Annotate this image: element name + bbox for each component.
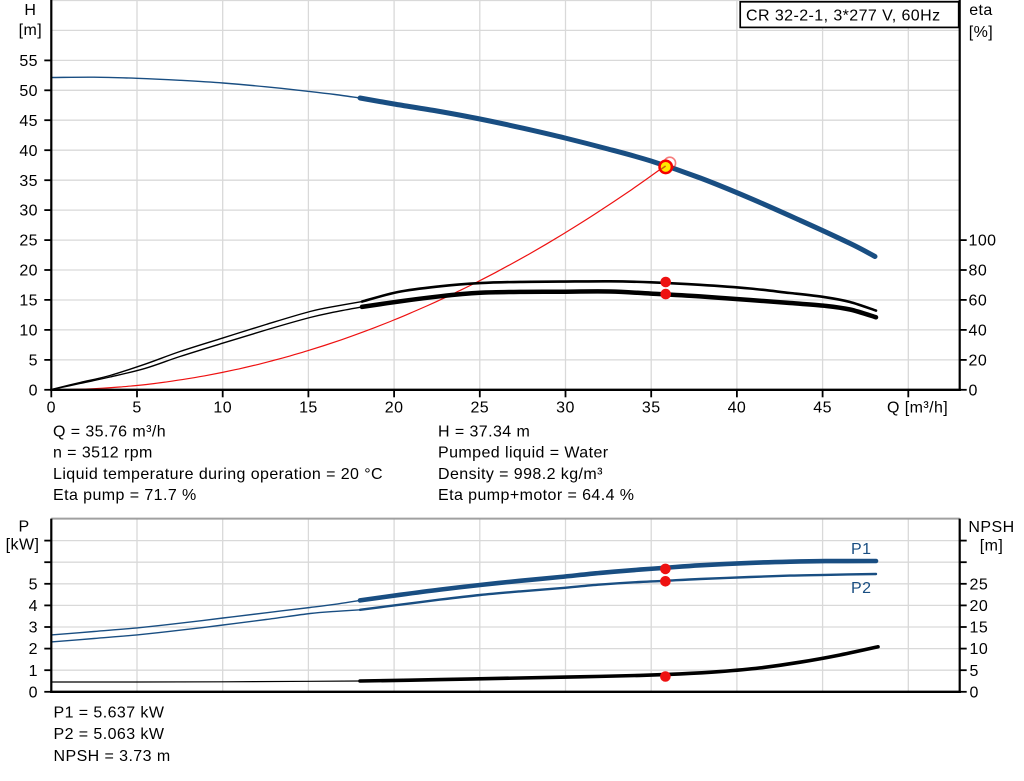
svg-text:10: 10	[19, 323, 38, 340]
svg-text:100: 100	[969, 233, 997, 250]
svg-text:5: 5	[29, 352, 38, 369]
svg-text:P2 = 5.063 kW: P2 = 5.063 kW	[54, 726, 165, 743]
svg-text:55: 55	[19, 53, 38, 70]
svg-text:Liquid temperature during oper: Liquid temperature during operation = 20…	[53, 466, 383, 483]
svg-text:20: 20	[385, 400, 404, 417]
svg-text:CR 32-2-1, 3*277 V, 60Hz: CR 32-2-1, 3*277 V, 60Hz	[746, 7, 941, 24]
svg-text:15: 15	[299, 400, 318, 417]
svg-text:40: 40	[19, 143, 38, 160]
svg-text:0: 0	[47, 400, 56, 417]
svg-text:20: 20	[970, 598, 989, 615]
svg-text:[m]: [m]	[19, 22, 42, 39]
svg-text:NPSH: NPSH	[968, 519, 1014, 536]
svg-text:30: 30	[19, 203, 38, 220]
svg-text:[m]: [m]	[980, 537, 1003, 554]
svg-text:P: P	[18, 519, 29, 536]
svg-text:20: 20	[969, 352, 988, 369]
svg-text:0: 0	[29, 684, 38, 701]
svg-text:25: 25	[970, 576, 989, 593]
svg-text:35: 35	[642, 400, 661, 417]
svg-text:80: 80	[969, 263, 988, 280]
svg-text:40: 40	[728, 400, 747, 417]
svg-text:25: 25	[19, 233, 38, 250]
svg-text:Q = 35.76 m³/h: Q = 35.76 m³/h	[53, 424, 166, 441]
svg-text:H = 37.34 m: H = 37.34 m	[438, 424, 530, 441]
svg-text:15: 15	[970, 620, 989, 637]
svg-text:NPSH = 3.73 m: NPSH = 3.73 m	[54, 748, 171, 765]
svg-text:1: 1	[29, 663, 38, 680]
svg-text:2: 2	[29, 641, 38, 658]
svg-text:3: 3	[29, 620, 38, 637]
svg-text:10: 10	[970, 641, 989, 658]
svg-text:0: 0	[970, 684, 979, 701]
svg-text:0: 0	[29, 382, 38, 399]
svg-text:H: H	[24, 2, 36, 19]
svg-text:0: 0	[969, 382, 978, 399]
svg-text:10: 10	[213, 400, 232, 417]
svg-text:20: 20	[19, 263, 38, 280]
svg-text:40: 40	[969, 323, 988, 340]
svg-text:P2: P2	[851, 580, 871, 597]
svg-text:P1: P1	[851, 541, 871, 558]
svg-text:5: 5	[132, 400, 141, 417]
svg-text:Pumped liquid = Water: Pumped liquid = Water	[438, 445, 609, 462]
svg-text:Eta pump = 71.7 %: Eta pump = 71.7 %	[53, 487, 197, 504]
svg-text:5: 5	[970, 663, 979, 680]
svg-text:60: 60	[969, 293, 988, 310]
svg-text:45: 45	[19, 113, 38, 130]
svg-text:5: 5	[29, 576, 38, 593]
svg-text:25: 25	[470, 400, 489, 417]
svg-text:eta: eta	[969, 2, 993, 19]
svg-text:Density = 998.2 kg/m³: Density = 998.2 kg/m³	[438, 466, 603, 483]
svg-text:[%]: [%]	[969, 24, 993, 41]
svg-text:15: 15	[19, 293, 38, 310]
svg-text:30: 30	[556, 400, 575, 417]
svg-text:50: 50	[19, 83, 38, 100]
svg-text:Eta pump+motor = 64.4 %: Eta pump+motor = 64.4 %	[438, 487, 634, 504]
svg-text:Q [m³/h]: Q [m³/h]	[887, 400, 948, 417]
svg-text:P1 = 5.637 kW: P1 = 5.637 kW	[54, 705, 165, 722]
svg-text:35: 35	[19, 173, 38, 190]
svg-text:[kW]: [kW]	[6, 537, 40, 554]
svg-text:n = 3512 rpm: n = 3512 rpm	[53, 445, 153, 462]
svg-text:4: 4	[29, 598, 38, 615]
svg-text:45: 45	[813, 400, 832, 417]
